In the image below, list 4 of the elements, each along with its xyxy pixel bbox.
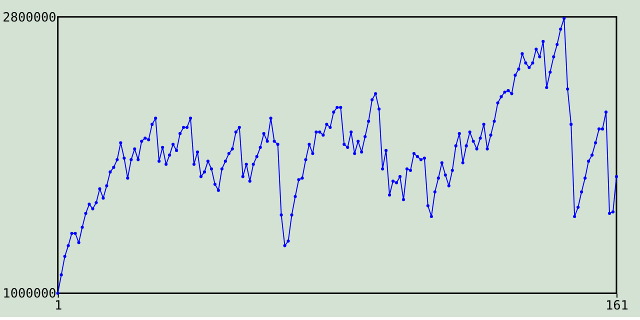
y-tick-label: 2800000: [2, 10, 56, 26]
x-tick-label: 1: [54, 298, 62, 314]
x-tick-label: 161: [605, 298, 628, 314]
y-tick-label: 1000000: [2, 286, 56, 302]
